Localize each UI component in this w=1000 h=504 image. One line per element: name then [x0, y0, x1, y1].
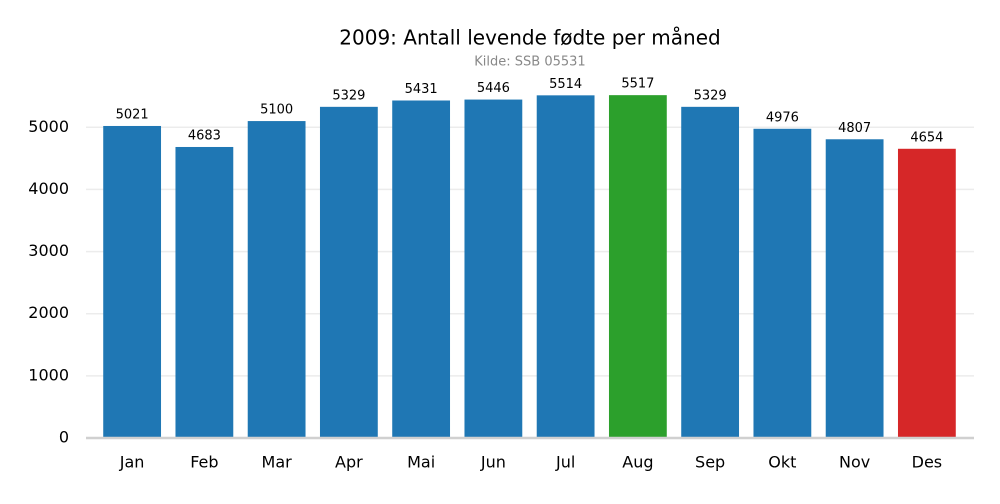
bar: [319, 106, 378, 438]
chart-title: 2009: Antall levende fødte per måned: [339, 26, 720, 50]
bar: [825, 139, 884, 438]
value-label: 5514: [549, 77, 582, 92]
x-tick-label: Des: [912, 453, 943, 472]
y-tick-label: 1000: [28, 365, 69, 384]
x-tick-label: Feb: [190, 453, 218, 472]
value-label: 4654: [910, 130, 943, 145]
bar: [247, 121, 306, 438]
x-tick-label: Jan: [119, 453, 145, 472]
x-tick-label: Jul: [555, 453, 575, 472]
chart-subtitle: Kilde: SSB 05531: [474, 55, 585, 70]
y-tick-label: 5000: [28, 117, 69, 136]
value-label: 5431: [405, 82, 438, 97]
bar: [753, 128, 812, 439]
value-label: 5329: [694, 88, 727, 103]
bar: [681, 106, 740, 438]
x-tick-label: Okt: [768, 453, 796, 472]
x-tick-label: Mai: [407, 453, 435, 472]
value-label: 5100: [260, 103, 293, 118]
x-tick-label: Mar: [262, 453, 293, 472]
x-tick-label: Apr: [335, 453, 363, 472]
x-tick-label: Aug: [622, 453, 653, 472]
y-tick-label: 3000: [28, 241, 69, 260]
bar: [392, 100, 451, 438]
bar: [536, 95, 595, 438]
x-tick-label: Sep: [695, 453, 725, 472]
y-tick-label: 2000: [28, 303, 69, 322]
value-label: 5329: [332, 88, 365, 103]
bar: [103, 125, 162, 438]
x-tick-label: Nov: [839, 453, 870, 472]
value-label: 5021: [116, 107, 149, 122]
bar: [608, 95, 667, 438]
y-tick-label: 4000: [28, 179, 69, 198]
value-label: 4976: [766, 110, 799, 125]
bar: [897, 148, 956, 438]
y-tick-label: 0: [59, 428, 69, 447]
x-tick-label: Jun: [480, 453, 506, 472]
value-label: 4807: [838, 121, 871, 136]
value-label: 5446: [477, 81, 510, 96]
value-label: 4683: [188, 128, 221, 143]
bar: [175, 146, 234, 438]
bar: [464, 99, 523, 438]
value-label: 5517: [621, 77, 654, 92]
